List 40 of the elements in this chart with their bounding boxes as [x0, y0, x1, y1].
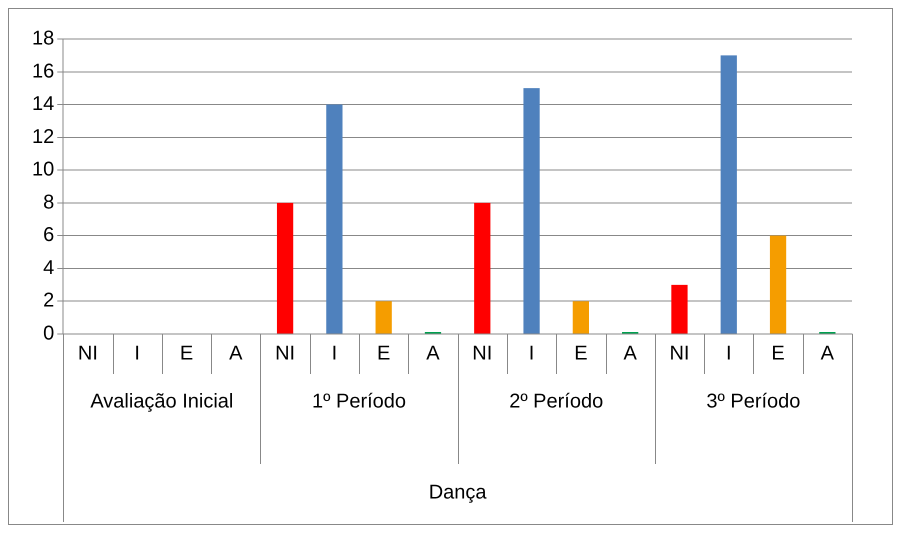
x-tick-label: NI — [78, 342, 98, 365]
text: Avaliação Inicial — [90, 390, 234, 413]
bar — [376, 301, 392, 334]
bar — [474, 202, 490, 334]
x-tick-label: A — [623, 342, 638, 365]
y-tick-label: 4 — [43, 256, 54, 279]
y-tick-label: 0 — [43, 322, 54, 345]
bar — [572, 301, 589, 334]
y-tick-label: 2 — [43, 290, 54, 312]
x-tick-label: E — [180, 342, 194, 365]
x-tick-label: E — [574, 342, 588, 365]
text: 3º Período — [706, 390, 800, 413]
x-tick-label: NI — [275, 342, 296, 365]
y-tick-label: 12 — [32, 126, 54, 148]
x-tick-label: E — [771, 342, 785, 365]
text: 1º Período — [312, 390, 406, 413]
x-tick-label: NI — [669, 342, 690, 365]
x-tick-label: A — [229, 342, 244, 365]
bar — [720, 55, 737, 334]
x-tick-label: NI — [472, 342, 492, 365]
y-tick-label: 6 — [43, 224, 54, 246]
y-tick-label: 16 — [32, 60, 54, 82]
text: Dança — [428, 482, 488, 504]
bar — [326, 104, 343, 334]
y-tick-label: 10 — [32, 158, 54, 181]
x-tick-label: I — [726, 342, 732, 365]
y-tick-label: 14 — [32, 93, 54, 116]
x-tick-label: E — [377, 342, 390, 365]
x-tick-label: I — [134, 342, 140, 365]
y-tick-label: 18 — [32, 28, 54, 50]
text: 2º Período — [509, 390, 604, 413]
bar — [770, 236, 786, 334]
x-tick-label: I — [528, 342, 534, 365]
x-tick-label: I — [332, 342, 338, 365]
y-tick-label: 8 — [43, 191, 54, 214]
bar — [276, 202, 294, 334]
x-tick-label: A — [426, 342, 440, 365]
x-tick-label: A — [820, 342, 835, 365]
bar — [671, 284, 688, 334]
bar — [523, 88, 540, 334]
